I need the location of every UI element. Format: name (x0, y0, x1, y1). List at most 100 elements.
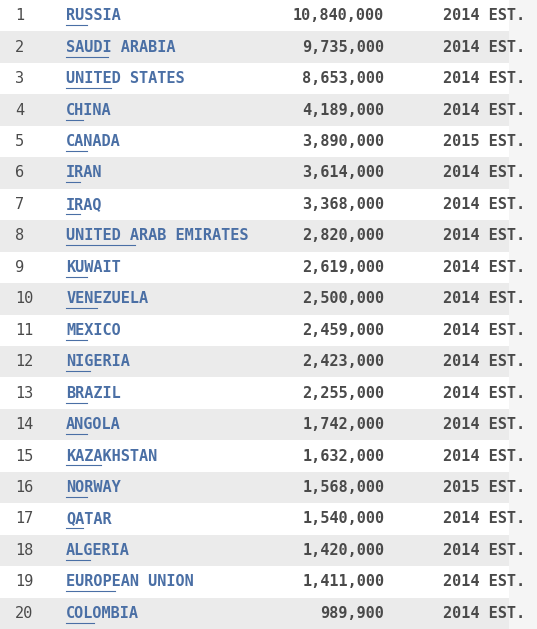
Text: 1,411,000: 1,411,000 (302, 574, 384, 589)
Text: 2014 EST.: 2014 EST. (443, 543, 525, 558)
Text: UNITED STATES: UNITED STATES (66, 71, 185, 86)
Text: 8: 8 (15, 228, 24, 243)
Bar (0, 472, 509, 503)
Text: 15: 15 (15, 448, 33, 464)
Text: 16: 16 (15, 480, 33, 495)
Text: 8,653,000: 8,653,000 (302, 71, 384, 86)
Text: COLOMBIA: COLOMBIA (66, 606, 139, 621)
Text: IRAQ: IRAQ (66, 197, 103, 212)
Text: 2,459,000: 2,459,000 (302, 323, 384, 338)
Text: NIGERIA: NIGERIA (66, 354, 130, 369)
Text: 2014 EST.: 2014 EST. (443, 606, 525, 621)
Bar (0, 598, 509, 629)
Text: 1: 1 (15, 8, 24, 23)
Text: ALGERIA: ALGERIA (66, 543, 130, 558)
Text: 2015 EST.: 2015 EST. (443, 480, 525, 495)
Text: 2014 EST.: 2014 EST. (443, 197, 525, 212)
Text: 2: 2 (15, 40, 24, 55)
Text: 2014 EST.: 2014 EST. (443, 165, 525, 181)
Text: 5: 5 (15, 134, 24, 149)
Bar (0, 157, 509, 189)
Text: 2014 EST.: 2014 EST. (443, 354, 525, 369)
Text: 17: 17 (15, 511, 33, 526)
Bar (0, 0, 509, 31)
Text: 9,735,000: 9,735,000 (302, 40, 384, 55)
Text: 3,614,000: 3,614,000 (302, 165, 384, 181)
Text: 2014 EST.: 2014 EST. (443, 417, 525, 432)
Text: 2014 EST.: 2014 EST. (443, 40, 525, 55)
Text: 4: 4 (15, 103, 24, 118)
Text: 9: 9 (15, 260, 24, 275)
Bar (0, 252, 509, 283)
Bar (0, 126, 509, 157)
Text: 2014 EST.: 2014 EST. (443, 228, 525, 243)
Text: IRAN: IRAN (66, 165, 103, 181)
Text: EUROPEAN UNION: EUROPEAN UNION (66, 574, 194, 589)
Text: 18: 18 (15, 543, 33, 558)
Text: QATAR: QATAR (66, 511, 112, 526)
Text: 2014 EST.: 2014 EST. (443, 386, 525, 401)
Text: 989,900: 989,900 (321, 606, 384, 621)
Bar (0, 314, 509, 346)
Bar (0, 94, 509, 126)
Text: 10,840,000: 10,840,000 (293, 8, 384, 23)
Text: KUWAIT: KUWAIT (66, 260, 121, 275)
Text: CHINA: CHINA (66, 103, 112, 118)
Text: BRAZIL: BRAZIL (66, 386, 121, 401)
Text: 11: 11 (15, 323, 33, 338)
Text: 2,820,000: 2,820,000 (302, 228, 384, 243)
Bar (0, 63, 509, 94)
Text: 3,890,000: 3,890,000 (302, 134, 384, 149)
Text: ANGOLA: ANGOLA (66, 417, 121, 432)
Bar (0, 535, 509, 566)
Text: 2014 EST.: 2014 EST. (443, 8, 525, 23)
Text: 3,368,000: 3,368,000 (302, 197, 384, 212)
Text: 2014 EST.: 2014 EST. (443, 448, 525, 464)
Text: 7: 7 (15, 197, 24, 212)
Bar (0, 346, 509, 377)
Text: 19: 19 (15, 574, 33, 589)
Text: NORWAY: NORWAY (66, 480, 121, 495)
Text: 2014 EST.: 2014 EST. (443, 574, 525, 589)
Text: 1,420,000: 1,420,000 (302, 543, 384, 558)
Text: KAZAKHSTAN: KAZAKHSTAN (66, 448, 157, 464)
Text: 1,568,000: 1,568,000 (302, 480, 384, 495)
Bar (0, 31, 509, 63)
Bar (0, 189, 509, 220)
Text: 1,540,000: 1,540,000 (302, 511, 384, 526)
Text: 10: 10 (15, 291, 33, 306)
Text: 2014 EST.: 2014 EST. (443, 291, 525, 306)
Text: 6: 6 (15, 165, 24, 181)
Text: 1,632,000: 1,632,000 (302, 448, 384, 464)
Bar (0, 283, 509, 314)
Text: SAUDI ARABIA: SAUDI ARABIA (66, 40, 176, 55)
Text: 2014 EST.: 2014 EST. (443, 323, 525, 338)
Text: 4,189,000: 4,189,000 (302, 103, 384, 118)
Text: 2,619,000: 2,619,000 (302, 260, 384, 275)
Text: 2014 EST.: 2014 EST. (443, 103, 525, 118)
Text: 2,255,000: 2,255,000 (302, 386, 384, 401)
Text: 12: 12 (15, 354, 33, 369)
Text: 2,500,000: 2,500,000 (302, 291, 384, 306)
Text: 20: 20 (15, 606, 33, 621)
Text: 2014 EST.: 2014 EST. (443, 511, 525, 526)
Text: RUSSIA: RUSSIA (66, 8, 121, 23)
Text: 3: 3 (15, 71, 24, 86)
Text: VENEZUELA: VENEZUELA (66, 291, 148, 306)
Text: 2015 EST.: 2015 EST. (443, 134, 525, 149)
Bar (0, 409, 509, 440)
Bar (0, 377, 509, 409)
Text: 14: 14 (15, 417, 33, 432)
Text: 2,423,000: 2,423,000 (302, 354, 384, 369)
Bar (0, 440, 509, 472)
Text: CANADA: CANADA (66, 134, 121, 149)
Text: 2014 EST.: 2014 EST. (443, 260, 525, 275)
Text: 2014 EST.: 2014 EST. (443, 71, 525, 86)
Bar (0, 220, 509, 252)
Text: MEXICO: MEXICO (66, 323, 121, 338)
Bar (0, 566, 509, 598)
Text: UNITED ARAB EMIRATES: UNITED ARAB EMIRATES (66, 228, 249, 243)
Text: 1,742,000: 1,742,000 (302, 417, 384, 432)
Bar (0, 503, 509, 535)
Text: 13: 13 (15, 386, 33, 401)
